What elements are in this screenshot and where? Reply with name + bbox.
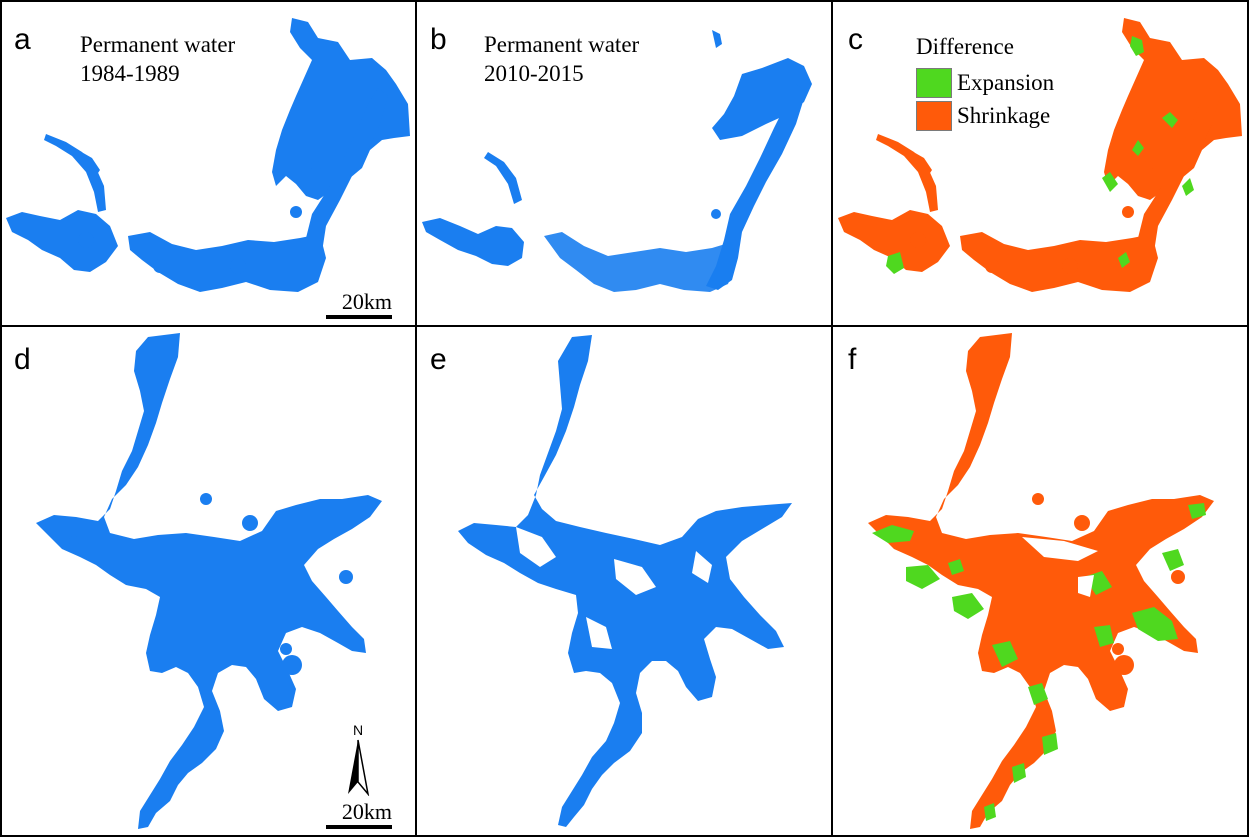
- map-panel-d: [36, 333, 382, 829]
- panel-label-c: c: [848, 23, 863, 56]
- legend-item-shrinkage: Shrinkage: [916, 101, 1050, 131]
- map-panel-c: [838, 18, 1242, 292]
- panel-label-d: d: [14, 343, 31, 376]
- legend-label-expansion: Expansion: [957, 70, 1055, 95]
- scale-bar-top: 20km: [326, 291, 392, 319]
- scale-bar-bottom-label: 20km: [341, 799, 392, 824]
- panel-label-e: e: [430, 343, 447, 376]
- scale-bar-bottom: 20km: [326, 801, 392, 829]
- north-arrow-icon: [348, 739, 370, 797]
- north-arrow-label: N: [352, 722, 364, 738]
- panel-b-title-line2: 2010-2015: [484, 61, 584, 86]
- panel-label-a: a: [14, 23, 31, 56]
- north-arrow: N: [344, 722, 372, 801]
- map-panel-b: [422, 30, 812, 292]
- panel-label-f: f: [848, 343, 857, 376]
- panel-label-b: b: [430, 23, 447, 56]
- legend-label-shrinkage: Shrinkage: [957, 103, 1051, 128]
- panel-a-title-line1: Permanent water: [80, 32, 236, 57]
- legend-title: Difference: [916, 34, 1014, 59]
- panel-a-title-line2: 1984-1989: [80, 61, 180, 86]
- scale-bar-top-line: [326, 315, 392, 319]
- map-panel-e: [458, 335, 792, 827]
- legend-item-expansion: Expansion: [916, 68, 1054, 98]
- scale-bar-top-label: 20km: [341, 289, 392, 314]
- legend-swatch-shrinkage: [916, 101, 952, 131]
- scale-bar-bottom-line: [326, 825, 392, 829]
- legend-swatch-expansion: [916, 68, 952, 98]
- map-panel-f: [868, 333, 1214, 829]
- panel-b-title: Permanent water 2010-2015: [484, 30, 639, 88]
- panel-b-title-line1: Permanent water: [484, 32, 640, 57]
- panel-a-title: Permanent water 1984-1989: [80, 30, 235, 88]
